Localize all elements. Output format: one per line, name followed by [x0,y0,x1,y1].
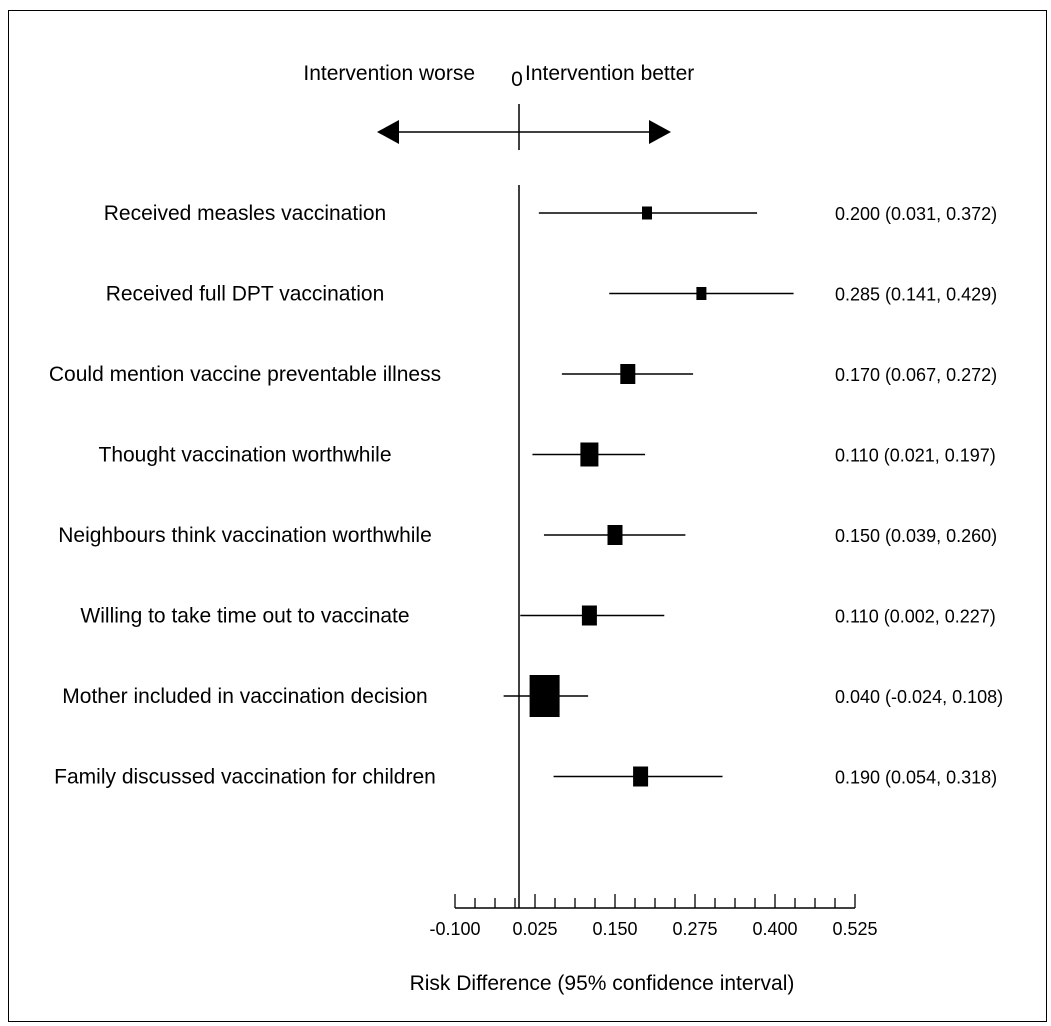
row-label: Received measles vaccination [104,202,386,225]
estimate-ci-text: 0.040 (-0.024, 0.108) [835,687,1003,707]
header-zero-label: 0 [511,68,523,91]
header-right-label: Intervention better [525,62,694,85]
estimate-ci-text: 0.190 (0.054, 0.318) [835,768,997,788]
point-estimate-marker [607,525,623,545]
point-estimate-marker [696,287,707,300]
row-label: Family discussed vaccination for childre… [54,766,436,789]
row-label: Received full DPT vaccination [106,283,385,306]
estimate-ci-text: 0.285 (0.141, 0.429) [835,285,997,305]
chart-frame [8,10,1047,1022]
x-tick-label: -0.100 [429,919,480,939]
row-label: Willing to take time out to vaccinate [80,605,409,628]
estimate-ci-text: 0.110 (0.021, 0.197) [835,446,996,466]
x-axis-label: Risk Difference (95% confidence interval… [410,972,795,995]
forest-rows: Received measles vaccination 0.200 (0.031… [49,202,1003,789]
x-tick-label: 0.150 [592,919,637,939]
header-left-label: Intervention worse [303,62,475,85]
point-estimate-marker [633,766,649,787]
row-label: Neighbours think vaccination worthwhile [58,524,432,547]
point-estimate-marker [642,206,652,220]
point-estimate-marker [581,605,597,626]
estimate-ci-text: 0.150 (0.039, 0.260) [835,526,997,546]
estimate-ci-text: 0.170 (0.067, 0.272) [835,365,997,385]
x-tick-label: 0.525 [832,919,877,939]
row-label: Thought vaccination worthwhile [99,444,392,467]
row-label: Mother included in vaccination decision [62,685,427,708]
x-axis: -0.100 0.025 0.150 0.275 0.400 0.525 [429,894,878,939]
point-estimate-marker [580,442,599,467]
x-tick-label: 0.025 [512,919,557,939]
estimate-ci-text: 0.110 (0.002, 0.227) [835,607,996,627]
x-tick-label: 0.400 [752,919,797,939]
direction-arrow [377,104,671,150]
row-label: Could mention vaccine preventable illnes… [49,363,441,386]
x-tick-label: 0.275 [672,919,717,939]
estimate-ci-text: 0.200 (0.031, 0.372) [835,204,997,224]
point-estimate-marker [620,364,636,384]
point-estimate-marker [529,675,560,717]
